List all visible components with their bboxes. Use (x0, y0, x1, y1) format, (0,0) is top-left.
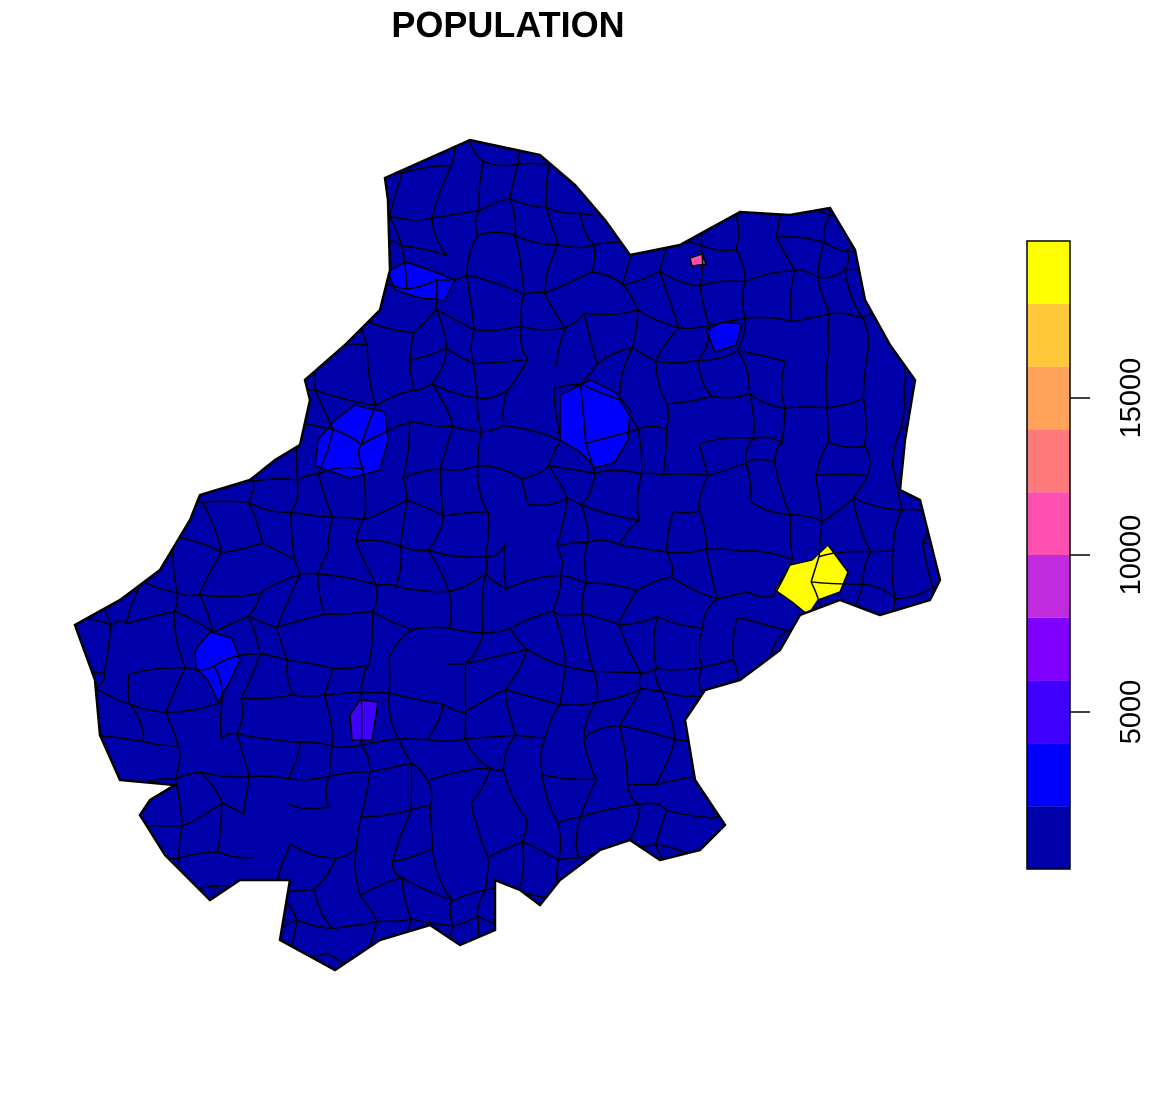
commune (387, 261, 457, 301)
legend-swatch (1027, 366, 1070, 430)
legend-swatch (1027, 617, 1070, 681)
commune (349, 699, 379, 741)
regions (75, 140, 940, 970)
legend-tick-label: 10000 (1115, 515, 1147, 596)
commune (75, 140, 940, 970)
legend-tick-label: 15000 (1115, 358, 1147, 439)
legend-swatch (1027, 429, 1070, 493)
region-outline (73, 138, 942, 972)
legend-swatch (1027, 492, 1070, 555)
commune (559, 379, 631, 469)
commune (194, 631, 241, 704)
map-title: POPULATION (391, 4, 624, 45)
legend-swatch (1027, 680, 1070, 744)
legend-swatch (1027, 806, 1070, 869)
legend-swatch (1027, 303, 1070, 367)
legend-swatch (1027, 241, 1070, 304)
legend: 5000 10000 15000 (1026, 240, 1147, 870)
legend-swatch (1027, 743, 1070, 807)
legend-swatch (1027, 555, 1070, 618)
legend-tick-label: 5000 (1115, 680, 1147, 745)
